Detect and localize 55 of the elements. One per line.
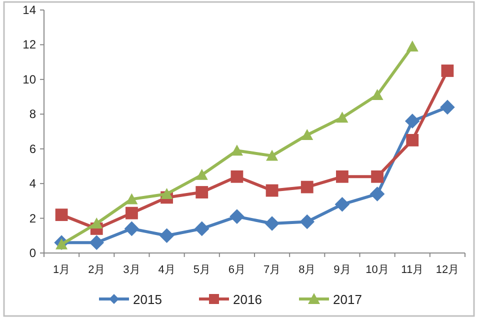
x-tick-label: 4月 xyxy=(158,264,176,276)
x-tick-label: 2月 xyxy=(88,264,106,276)
point xyxy=(230,144,243,156)
point xyxy=(300,214,315,230)
legend-label: 2017 xyxy=(333,292,362,307)
x-tick-label: 3月 xyxy=(123,264,140,276)
point xyxy=(336,112,348,123)
point xyxy=(56,238,68,250)
point xyxy=(194,221,210,236)
point xyxy=(196,186,208,198)
y-tick-label: 8 xyxy=(29,107,36,122)
point xyxy=(159,228,174,244)
x-tick-label: 11月 xyxy=(401,264,424,276)
point xyxy=(301,128,314,140)
point xyxy=(371,170,384,183)
point xyxy=(406,40,418,52)
point xyxy=(440,100,455,115)
x-tick-label: 12月 xyxy=(436,264,460,276)
point xyxy=(55,208,68,222)
point xyxy=(196,168,208,180)
point xyxy=(370,186,385,202)
point xyxy=(406,134,419,146)
y-tick-label: 12 xyxy=(22,38,36,52)
point xyxy=(160,188,173,199)
y-tick-label: 4 xyxy=(29,176,36,191)
point xyxy=(334,197,350,212)
y-tick-label: 14 xyxy=(22,3,36,17)
point xyxy=(266,184,278,197)
point xyxy=(230,170,244,183)
point xyxy=(441,64,454,77)
point xyxy=(300,180,314,194)
point xyxy=(90,217,103,228)
point xyxy=(336,170,348,183)
point xyxy=(124,221,140,236)
legend-label: 2016 xyxy=(233,292,262,307)
y-tick-label: 2 xyxy=(29,211,36,226)
x-tick-label: 5月 xyxy=(193,264,210,276)
point xyxy=(126,206,138,220)
x-tick-label: 7月 xyxy=(263,264,281,276)
point xyxy=(404,114,420,128)
y-tick-label: 0 xyxy=(29,246,36,260)
x-tick-label: 8月 xyxy=(298,264,316,276)
x-tick-label: 6月 xyxy=(228,264,246,276)
y-tick-label: 6 xyxy=(29,142,36,156)
point xyxy=(230,209,244,224)
point xyxy=(371,89,384,100)
y-tick-label: 10 xyxy=(22,72,36,86)
x-tick-label: 9月 xyxy=(334,264,351,276)
legend-label: 2015 xyxy=(133,292,162,307)
point xyxy=(264,216,280,231)
x-tick-label: 10月 xyxy=(366,264,389,276)
point xyxy=(126,193,138,204)
x-tick-label: 1月 xyxy=(52,264,70,276)
point xyxy=(266,150,278,161)
point xyxy=(89,235,104,250)
